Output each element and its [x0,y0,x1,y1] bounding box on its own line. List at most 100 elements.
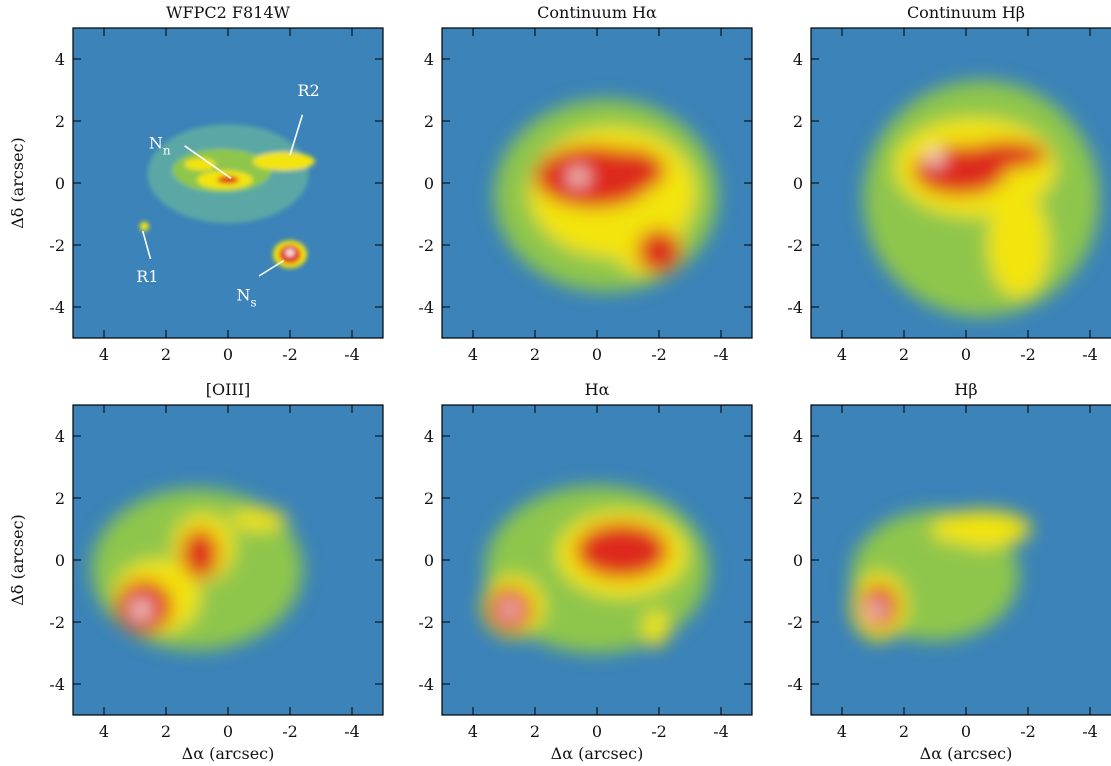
y-tick-label: 0 [424,174,434,193]
blob [575,523,668,579]
y-tick-label: -4 [787,675,803,694]
x-tick-label: -4 [713,722,729,741]
x-tick-label: -2 [1020,345,1036,364]
y-tick-label: 4 [424,427,434,446]
x-tick-label: 0 [961,345,971,364]
panel-title: Continuum Hβ [907,3,1025,22]
blob [231,509,287,531]
panel-image [73,28,383,338]
blob [569,169,588,185]
x-axis-label: Δα (arcsec) [182,744,275,763]
panel-title: [OIII] [206,380,251,399]
x-tick-label: -4 [344,722,360,741]
y-tick-label: 0 [793,551,803,570]
blob [966,141,1047,169]
annotation-label: R1 [136,267,158,286]
blob [926,541,976,572]
blob [140,222,149,231]
y-tick-label: 2 [793,112,803,131]
y-tick-label: -2 [418,236,434,255]
annotation-label: N [149,134,163,153]
y-tick-label: -4 [49,298,65,317]
annotation: R1 [136,267,158,286]
annotation-label: R2 [297,81,319,100]
x-tick-label: 0 [961,722,971,741]
x-tick-label: -4 [1082,722,1098,741]
panel-image [811,28,1111,338]
x-tick-label: 2 [161,722,171,741]
annotation-subscript: n [163,144,171,158]
y-tick-label: 0 [424,551,434,570]
x-tick-label: 4 [468,722,478,741]
x-tick-label: 0 [223,345,233,364]
emission [92,489,303,650]
y-tick-label: 4 [55,427,65,446]
page: {"figure": { "panels": [ {"title": "WFPC… [0,0,1111,766]
annotation-subscript: s [251,296,257,310]
x-tick-label: -2 [282,345,298,364]
x-axis-label: Δα (arcsec) [920,744,1013,763]
figure: WFPC2 F814W 4 2 0 -2 -4 -4 -2 0 2 4 Δδ (arcsec) Nn R2… [0,0,1111,766]
x-tick-label: -2 [651,722,667,741]
x-tick-label: 2 [161,345,171,364]
panel-title: Continuum Hα [537,3,657,22]
emission [864,81,1100,317]
y-tick-label: 0 [55,551,65,570]
x-tick-label: 2 [530,722,540,741]
x-tick-label: -4 [1082,345,1098,364]
x-tick-label: 4 [837,722,847,741]
panel-image [442,28,752,338]
y-tick-label: 0 [55,174,65,193]
y-tick-label: 2 [424,489,434,508]
y-tick-label: -4 [49,675,65,694]
x-tick-label: 0 [592,722,602,741]
y-tick-label: 4 [55,50,65,69]
panel-image [73,405,383,715]
x-tick-label: -4 [344,345,360,364]
x-tick-label: -2 [282,722,298,741]
y-tick-label: -4 [418,675,434,694]
panel-title: Hα [585,380,610,399]
x-axis-label: Δα (arcsec) [551,744,644,763]
y-tick-label: 2 [793,489,803,508]
blob [217,176,239,183]
y-tick-label: -2 [49,613,65,632]
panel-title: Hβ [954,380,977,399]
blob [253,152,315,171]
panel-image [811,405,1111,715]
annotation-label: N [237,286,251,305]
blob [637,230,680,273]
x-tick-label: -2 [651,345,667,364]
panel-title: WFPC2 F814W [166,3,290,22]
blob [591,149,665,192]
blob [502,602,518,618]
y-tick-label: -2 [787,236,803,255]
y-axis-label: Δδ (arcsec) [8,137,27,229]
x-tick-label: 4 [99,722,109,741]
x-tick-label: 2 [530,345,540,364]
y-tick-label: -2 [787,613,803,632]
x-tick-label: -4 [713,345,729,364]
x-tick-label: 0 [592,345,602,364]
y-tick-label: 2 [55,489,65,508]
emission [495,99,718,291]
y-tick-label: 4 [793,427,803,446]
y-tick-label: 2 [424,112,434,131]
panel-image [442,405,752,715]
x-tick-label: 4 [468,345,478,364]
blob [988,192,1050,297]
y-tick-label: -2 [49,236,65,255]
blob [285,249,294,256]
y-tick-label: -4 [418,298,434,317]
y-tick-label: -2 [418,613,434,632]
x-tick-label: -2 [1020,722,1036,741]
panel: Hα 4 2 0 -2 -4 -4 -2 0 2 4 Δα (arcsec) [418,380,752,763]
blob [182,529,219,579]
x-tick-label: 4 [837,345,847,364]
y-tick-label: 0 [793,174,803,193]
blob [927,150,943,166]
